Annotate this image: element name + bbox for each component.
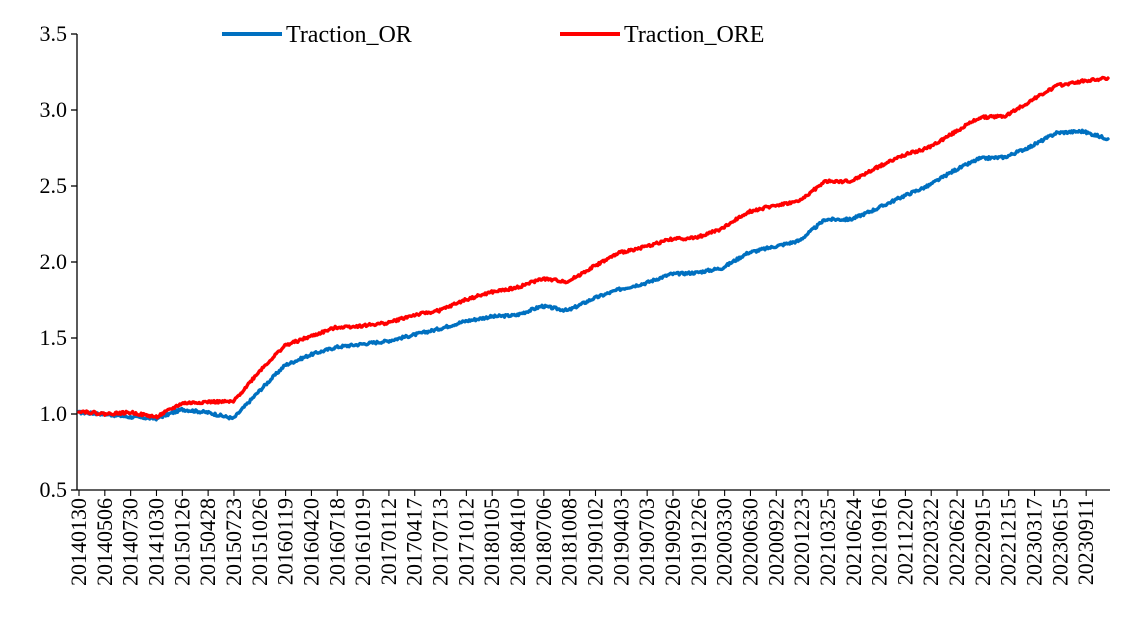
x-tick-label: 20190403: [608, 498, 633, 586]
series-line-traction-ore: [77, 75, 1110, 420]
x-tick-label: 20200922: [763, 498, 788, 586]
x-tick-label: 20140730: [118, 498, 143, 586]
legend-label: Traction_ORE: [624, 22, 764, 48]
x-tick-label: 20230911: [1073, 498, 1098, 585]
x-tick-label: 20210325: [815, 498, 840, 586]
x-tick-label: 20151026: [247, 498, 272, 586]
x-tick-label: 20150126: [169, 498, 194, 586]
x-tick-label: 20210916: [867, 498, 892, 586]
x-tick-label: 20170417: [402, 498, 427, 586]
x-tick-label: 20180410: [505, 498, 530, 586]
x-tick-label: 20170713: [428, 498, 453, 586]
y-tick-label: 3.0: [40, 97, 68, 122]
x-tick-label: 20140506: [92, 498, 117, 586]
y-tick-label: 0.5: [40, 477, 68, 502]
x-tick-label: 20161019: [350, 498, 375, 586]
x-tick-label: 20190703: [634, 498, 659, 586]
x-tick-label: 20211220: [892, 498, 917, 585]
x-tick-label: 20200630: [737, 498, 762, 586]
x-tick-label: 20190102: [583, 498, 608, 586]
legend: Traction_OR Traction_ORE: [222, 22, 764, 48]
x-tick-label: 20181008: [557, 498, 582, 586]
y-axis: 0.5 1.0 1.5 2.0 2.5 3.0 3.5: [40, 21, 78, 502]
y-tick-label: 2.5: [40, 173, 68, 198]
x-axis: 20140130 20140506 20140730 20141030 20150126…: [66, 489, 1110, 586]
x-tick-label: 20160718: [324, 498, 349, 586]
x-tick-label: 20171012: [453, 498, 478, 586]
x-tick-label: 20191226: [686, 498, 711, 586]
x-tick-label: 20141030: [143, 498, 168, 586]
series-line-traction-or: [77, 128, 1110, 422]
x-tick-label: 20220622: [944, 498, 969, 586]
y-tick-label: 1.5: [40, 325, 68, 350]
x-tick-label: 20170112: [376, 498, 401, 585]
legend-label: Traction_OR: [286, 22, 412, 48]
x-tick-label: 20150428: [195, 498, 220, 586]
y-tick-label: 2.0: [40, 249, 68, 274]
x-tick-label: 20230615: [1047, 498, 1072, 586]
x-tick-label: 20220322: [918, 498, 943, 586]
series-layer: [77, 75, 1110, 422]
x-tick-label: 20150723: [221, 498, 246, 586]
x-tick-label: 20230317: [1022, 498, 1047, 586]
x-tick-label: 20180706: [531, 498, 556, 586]
y-tick-label: 3.5: [40, 21, 68, 46]
y-tick-label: 1.0: [40, 401, 68, 426]
x-tick-label: 20180105: [479, 498, 504, 586]
x-tick-label: 20200330: [712, 498, 737, 586]
x-tick-label: 20190926: [660, 498, 685, 586]
x-tick-label: 20221215: [996, 498, 1021, 586]
x-tick-label: 20160420: [298, 498, 323, 586]
x-tick-label: 20160119: [273, 498, 298, 585]
x-tick-label: 20201223: [789, 498, 814, 586]
x-tick-label: 20220915: [970, 498, 995, 586]
x-tick-label: 20140130: [66, 498, 91, 586]
x-tick-label: 20210624: [841, 498, 866, 586]
